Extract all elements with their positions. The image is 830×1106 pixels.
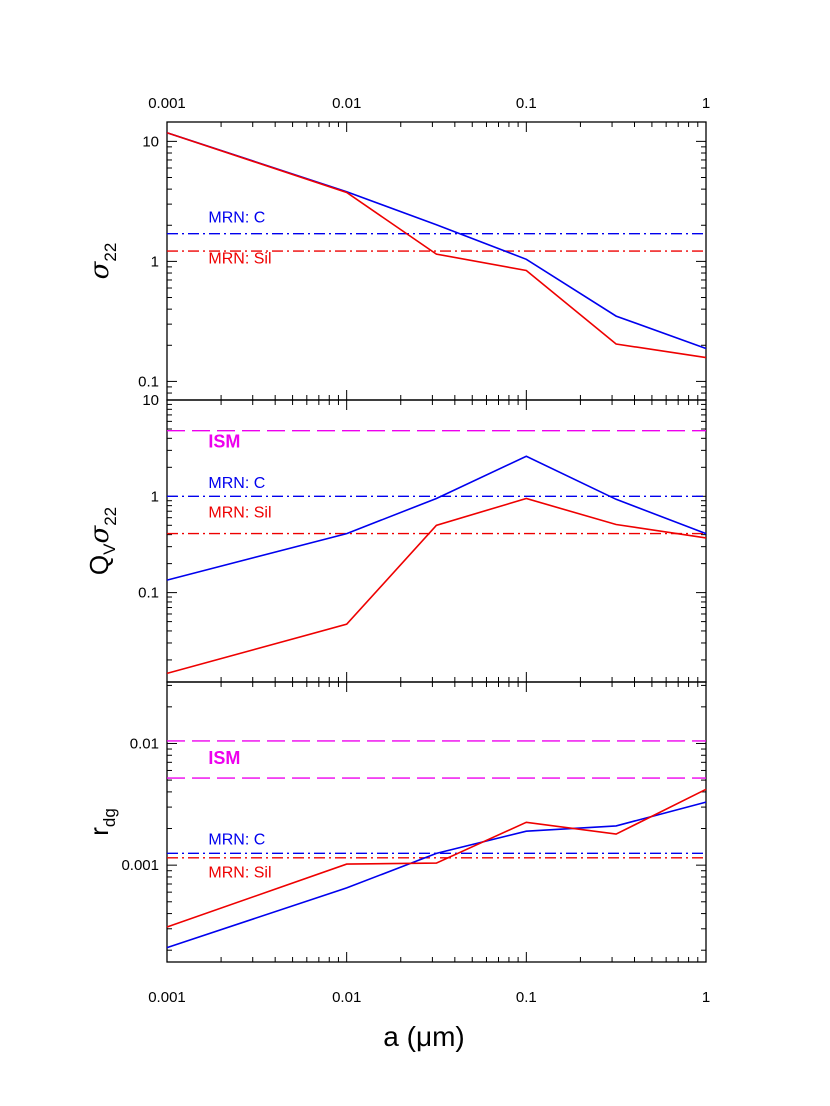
x-axis-label: a (μm) [383,1021,464,1052]
panel-qv-sigma22: QVσ22 0.1 1 10 ISM MRN: C MRN: Sil [84,392,707,683]
annotations: MRN: C MRN: Sil [208,210,271,268]
bottom-tick-label: 0.01 [332,989,361,1006]
axis-ticks [166,682,707,962]
y-tick-label: 0.001 [121,857,159,874]
y-tick-label: 0.1 [138,585,159,602]
panel-frame [166,399,707,683]
reference-lines [167,233,706,252]
mrn-label: MRN: Sil [208,865,271,882]
mrn-label: MRN: Sil [208,505,271,522]
y-axis-label: QVσ22 [84,507,120,575]
bottom-axis-tick-labels: 0.001 0.01 0.1 1 [148,989,710,1006]
series-line-silicate [166,788,707,928]
y-tick-labels: 0.1 1 10 [138,133,159,390]
bottom-tick-label: 1 [702,989,710,1006]
series [166,455,707,675]
axis-ticks [166,399,707,682]
bottom-tick-label: 0.001 [148,989,186,1006]
panel-r-dg: rdg 0.001 0.01 ISM MRN: C MRN: Sil [84,681,707,963]
y-tick-label: 0.1 [138,373,159,390]
series-line-silicate [166,497,707,675]
top-tick-label: 0.01 [332,95,361,112]
y-axis-label: rdg [84,808,119,836]
mrn-label: MRN: C [208,210,265,227]
annotations: ISM MRN: C MRN: Sil [208,748,271,882]
top-tick-label: 1 [702,95,710,112]
ism-label: ISM [208,748,240,768]
ism-label: ISM [208,432,240,452]
panel-frame [166,681,707,963]
mrn-label: MRN: C [208,831,265,848]
y-tick-labels: 0.001 0.01 [121,735,159,874]
series [166,131,707,359]
y-axis-label: σ22 [85,243,120,280]
y-tick-label: 10 [142,392,159,409]
panel-sigma22: σ22 0.1 1 10 MRN: C MRN: Sil [85,121,707,401]
series-line-carbon [166,455,707,581]
reference-lines [167,429,706,535]
y-tick-labels: 0.1 1 10 [138,392,159,602]
series-line-silicate [166,131,707,359]
axis-ticks [166,122,707,401]
y-tick-label: 1 [151,253,159,270]
series-line-carbon [166,131,707,350]
top-tick-label: 0.1 [516,95,537,112]
y-tick-label: 1 [151,488,159,505]
y-tick-label: 10 [142,133,159,150]
annotations: ISM MRN: C MRN: Sil [208,432,271,522]
y-tick-label: 0.01 [130,735,159,752]
bottom-tick-label: 0.1 [516,989,537,1006]
reference-lines [167,740,706,859]
mrn-label: MRN: C [208,475,265,492]
mrn-label: MRN: Sil [208,251,271,268]
top-tick-label: 0.001 [148,95,186,112]
series [166,788,707,949]
top-axis-tick-labels: 0.001 0.01 0.1 1 [148,95,710,112]
